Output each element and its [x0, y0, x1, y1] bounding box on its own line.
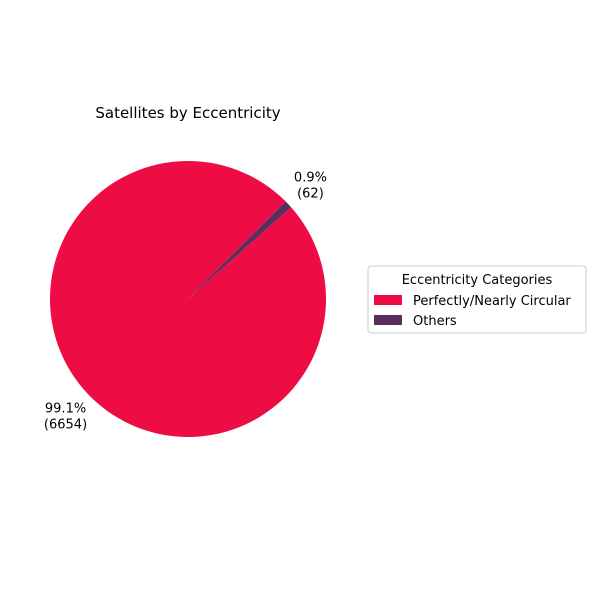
- pie-slice-others: [188, 201, 292, 299]
- legend-items: Perfectly/Nearly Circular Others: [374, 294, 571, 329]
- legend-title: Eccentricity Categories: [402, 273, 553, 288]
- slice-labels: 99.1% (6654) 0.9% (62): [44, 170, 327, 432]
- chart-title: Satellites by Eccentricity: [95, 104, 280, 122]
- legend-frame: [367, 265, 587, 334]
- legend-label: Others: [413, 314, 457, 329]
- pie-slice-circular: [49, 160, 326, 437]
- legend-swatch: [374, 315, 402, 325]
- slice-label: 0.9% (62): [294, 170, 327, 201]
- pie: [49, 160, 326, 437]
- legend-label: Perfectly/Nearly Circular: [413, 294, 571, 309]
- legend-swatch: [374, 295, 402, 305]
- legend: Eccentricity Categories Perfectly/Nearly…: [367, 265, 587, 334]
- slice-label: 99.1% (6654): [44, 402, 87, 433]
